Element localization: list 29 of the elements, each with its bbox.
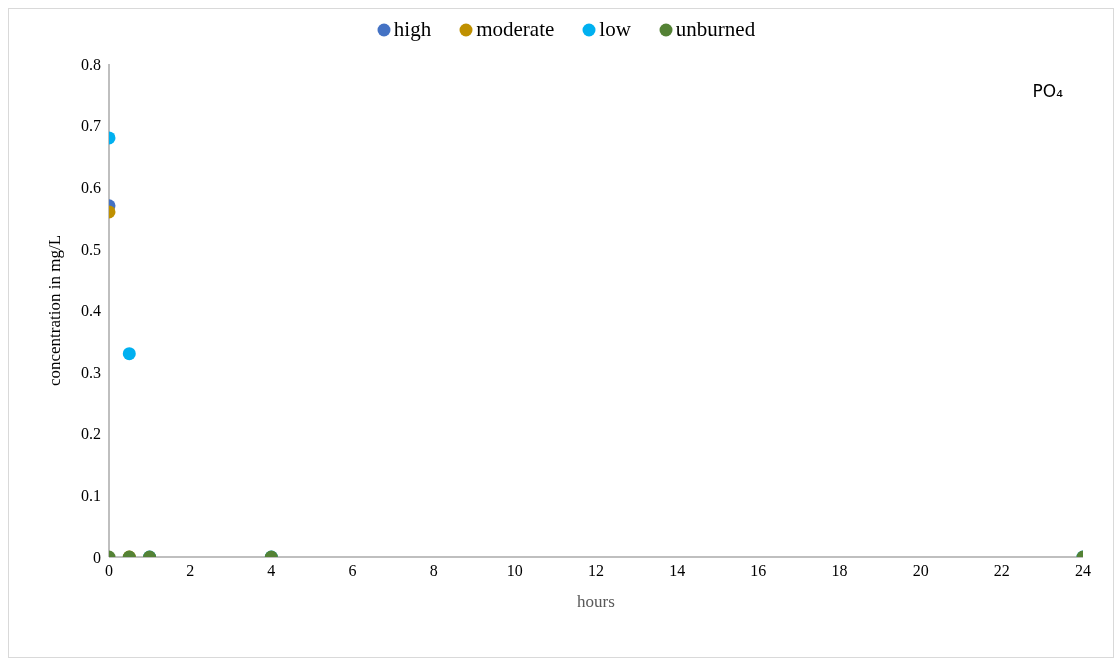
y-tick-label: 0.2 [81, 425, 101, 443]
y-tick-label: 0.5 [81, 240, 101, 258]
y-tick-label: 0 [93, 548, 101, 566]
y-tick-label: 0.7 [81, 117, 101, 135]
x-tick-label: 6 [348, 562, 357, 580]
x-tick-label: 12 [588, 562, 604, 580]
legend-label: moderate [476, 17, 555, 42]
x-tick-label: 16 [750, 562, 767, 580]
annotation: PO₄ [1032, 81, 1063, 101]
legend-label: unburned [675, 17, 756, 42]
y-tick-label: 0.3 [81, 363, 101, 381]
x-tick-label: 4 [267, 562, 276, 580]
y-axis-title: concentration in mg/L [45, 234, 65, 387]
x-tick-label: 8 [429, 562, 438, 580]
legend-label: low [599, 17, 631, 42]
x-axis-title: hours [577, 592, 615, 611]
y-tick-label: 0.8 [81, 55, 101, 73]
y-tick-label: 0.4 [81, 302, 101, 320]
x-tick-label: 14 [669, 562, 686, 580]
x-tick-label: 22 [993, 562, 1010, 580]
y-tick-label: 0.1 [81, 487, 101, 505]
x-tick-label: 2 [186, 562, 195, 580]
x-tick-label: 0 [105, 562, 113, 580]
y-tick-label: 0.6 [81, 178, 101, 196]
x-tick-label: 20 [912, 562, 929, 580]
x-tick-label: 10 [506, 562, 523, 580]
x-tick-label: 18 [831, 562, 848, 580]
legend-label: high [393, 17, 432, 42]
x-tick-label: 24 [1075, 562, 1091, 580]
